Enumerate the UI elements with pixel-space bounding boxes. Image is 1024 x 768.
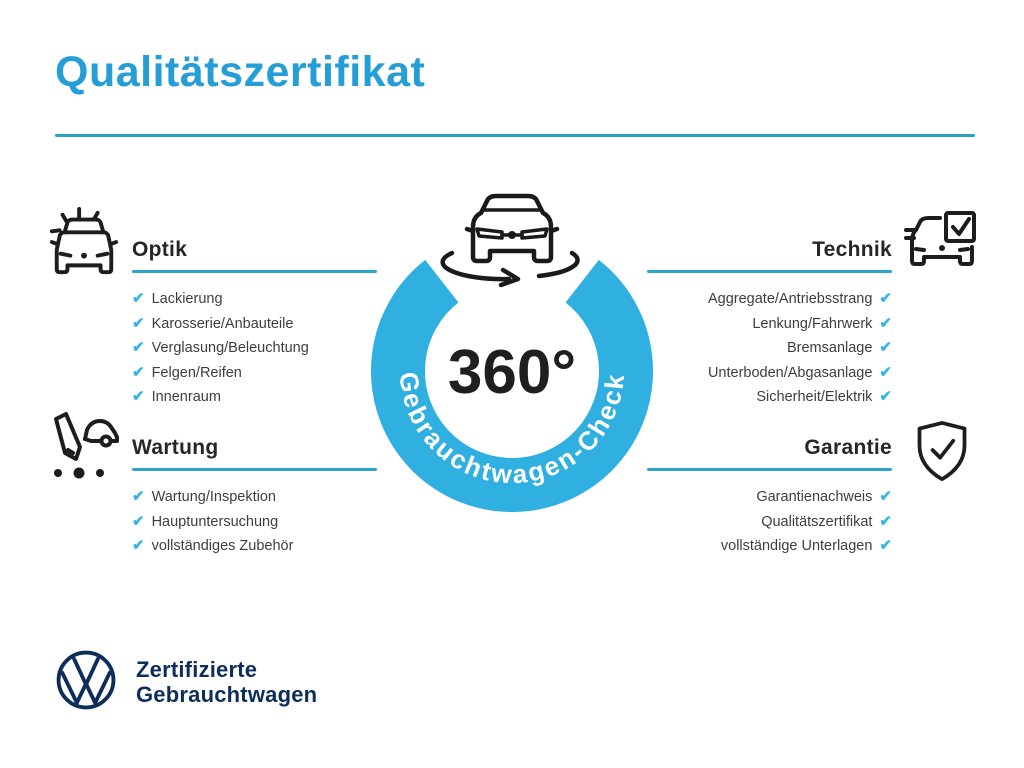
check-icon: ✔	[132, 314, 145, 332]
check-icon: ✔	[879, 512, 892, 530]
checklist-item-label: Qualitätszertifikat	[761, 513, 873, 530]
shield-check-icon	[917, 421, 967, 482]
checklist-item-label: vollständige Unterlagen	[720, 538, 873, 554]
360-check-badge: Gebrauchtwagen-Check 360°	[371, 193, 653, 513]
checklist-item: Aggregate/Antriebsstrang ✔	[647, 287, 892, 312]
checklist-item: ✔ Felgen/Reifen	[132, 361, 377, 386]
checklist-item-label: Lenkung/Fahrwerk	[752, 315, 873, 332]
check-icon: ✔	[879, 339, 892, 356]
checklist-item-label: Felgen/Reifen	[151, 364, 242, 381]
checklist-item: ✔ Hauptuntersuchung	[132, 510, 377, 535]
section-title-optik: Optik	[132, 238, 188, 261]
check-icon: ✔	[132, 512, 145, 530]
checklist-item-label: Karosserie/Anbauteile	[151, 315, 294, 332]
section-divider	[132, 270, 377, 273]
checklist-item: ✔ Wartung/Inspektion	[132, 485, 377, 510]
check-icon: ✔	[132, 537, 145, 554]
checklist-item-label: Garantienachweis	[756, 489, 873, 505]
checklist-item: Bremsanlage ✔	[647, 336, 892, 361]
check-icon: ✔	[879, 488, 892, 505]
badge-center-label: 360°	[448, 338, 576, 407]
check-icon: ✔	[879, 537, 892, 554]
checklist-item: Qualitätszertifikat ✔	[647, 510, 892, 535]
checklist-item-label: Innenraum	[151, 389, 221, 405]
checklist-item-label: Verglasung/Beleuchtung	[151, 340, 309, 356]
checklist-item: Sicherheit/Elektrik ✔	[647, 385, 892, 410]
checklist-item: ✔ Karosserie/Anbauteile	[132, 312, 377, 337]
section-title-wartung: Wartung	[132, 436, 219, 459]
section-divider	[647, 270, 892, 273]
check-icon: ✔	[879, 314, 892, 332]
checklist-item-label: Lackierung	[151, 291, 223, 307]
footer-claim-line2: Gebrauchtwagen	[136, 682, 318, 707]
checklist-item-label: Aggregate/Antriebsstrang	[707, 291, 873, 307]
badge-ring	[371, 259, 653, 513]
checklist-item: Unterboden/Abgasanlage ✔	[647, 361, 892, 386]
check-icon: ✔	[132, 388, 145, 405]
checklist-item: ✔ Innenraum	[132, 385, 377, 410]
checklist-item: ✔ Verglasung/Beleuchtung	[132, 336, 377, 361]
checklist-item: vollständige Unterlagen ✔	[647, 534, 892, 559]
section-title-garantie: Garantie	[804, 436, 892, 459]
section-wartung: Wartung ✔ Wartung/Inspektion ✔ Hauptunters…	[132, 436, 377, 559]
section-garantie: Garantie Garantienachweis ✔ Qualitätszert…	[647, 436, 892, 559]
checklist-item-label: Bremsanlage	[786, 340, 873, 356]
checklist-item: Lenkung/Fahrwerk ✔	[647, 312, 892, 337]
checklist-technik: Aggregate/Antriebsstrang ✔ Lenkung/Fahrwe…	[647, 287, 892, 410]
checklist-item-label: Hauptuntersuchung	[151, 513, 279, 530]
checklist-garantie: Garantienachweis ✔ Qualitätszertifikat ✔ v…	[647, 485, 892, 559]
section-optik: Optik ✔ Lackierung ✔ Karosserie/Anbauteile…	[132, 238, 377, 410]
checklist-item: ✔ Lackierung	[132, 287, 377, 312]
section-title-technik: Technik	[812, 238, 892, 261]
title-divider	[55, 134, 975, 137]
check-icon: ✔	[132, 363, 145, 381]
check-icon: ✔	[879, 388, 892, 405]
checklist-item-label: Sicherheit/Elektrik	[756, 389, 873, 405]
checklist-item-label: Unterboden/Abgasanlage	[707, 364, 873, 381]
check-icon: ✔	[132, 339, 145, 356]
checklist-optik: ✔ Lackierung ✔ Karosserie/Anbauteile ✔ Verg…	[132, 287, 377, 410]
checklist-wartung: ✔ Wartung/Inspektion ✔ Hauptuntersuchung ✔…	[132, 485, 377, 559]
section-divider	[647, 468, 892, 471]
rotating-car-icon	[440, 193, 580, 288]
footer-claim: Zertifizierte Gebrauchtwagen	[136, 657, 317, 707]
checklist-item-label: vollständiges Zubehör	[151, 538, 294, 554]
section-divider	[132, 468, 377, 471]
pencil-car-icon	[54, 412, 119, 479]
check-icon: ✔	[879, 363, 892, 381]
check-icon: ✔	[879, 290, 892, 307]
checklist-item-label: Wartung/Inspektion	[151, 489, 276, 505]
checklist-item: Garantienachweis ✔	[647, 485, 892, 510]
footer-claim-line1: Zertifizierte	[136, 657, 258, 682]
checklist-item: ✔ vollständiges Zubehör	[132, 534, 377, 559]
car-shine-icon	[49, 206, 119, 275]
section-technik: Technik Aggregate/Antriebsstrang ✔ Lenkun…	[647, 238, 892, 410]
check-icon: ✔	[132, 488, 145, 505]
check-icon: ✔	[132, 290, 145, 307]
page-title: Qualitätszertifikat	[55, 48, 426, 96]
car-checkbox-icon	[904, 211, 976, 266]
vw-logo	[56, 650, 116, 710]
